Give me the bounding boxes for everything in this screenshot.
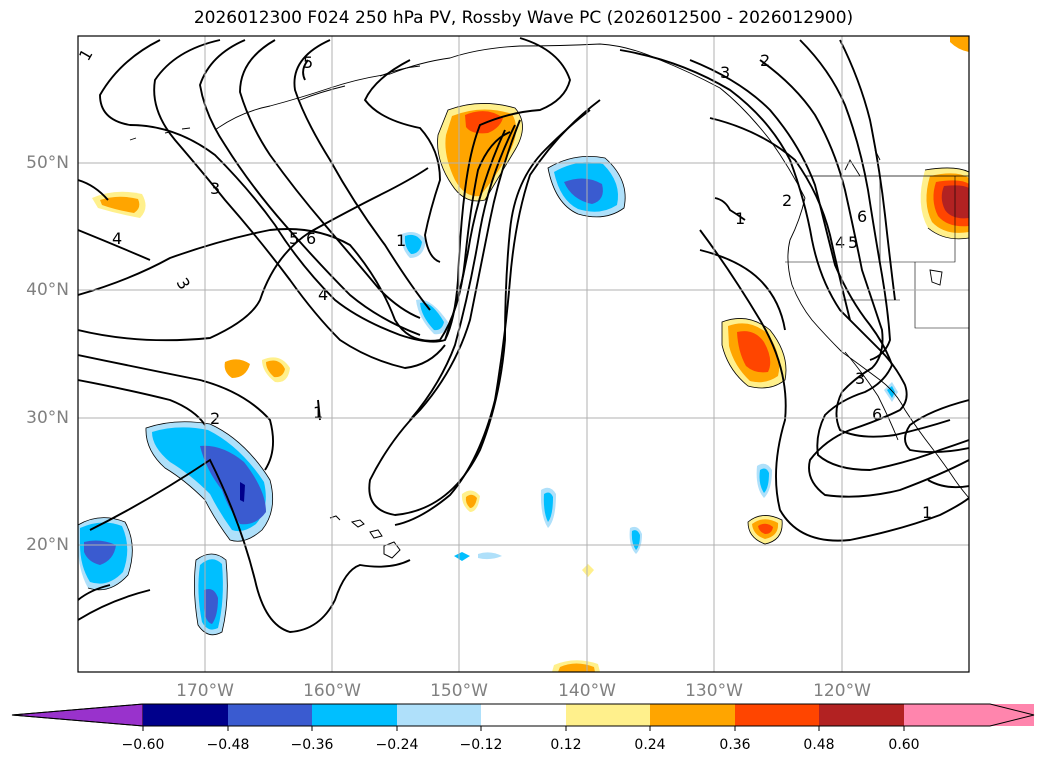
lat-label: 30°N — [26, 408, 69, 428]
north-america-coast — [787, 197, 969, 499]
colorbar-segment — [481, 704, 566, 726]
lat-label: 50°N — [26, 153, 69, 173]
contour-label: 6 — [857, 207, 867, 226]
colorbar-segment — [735, 704, 819, 726]
lon-label: 170°W — [176, 681, 234, 701]
contour-south — [699, 229, 969, 542]
colorbar-segment — [819, 704, 904, 726]
lat-label: 40°N — [26, 280, 69, 300]
lon-label: 160°W — [303, 681, 361, 701]
contour-label: 5 — [848, 233, 858, 252]
anomaly-outlines — [78, 103, 969, 636]
contour-label: 4 — [835, 233, 845, 252]
contour-label: 2 — [782, 191, 792, 210]
colorbar-tick-label: 0.12 — [550, 737, 582, 753]
colorbar-segment — [228, 704, 312, 726]
contour-label: 6 — [872, 405, 882, 424]
contour-label: 6 — [306, 229, 316, 248]
lat-label: 20°N — [26, 535, 69, 555]
colorbar-tick-label: −0.36 — [290, 737, 334, 753]
colorbar-tick-label: −0.48 — [206, 737, 250, 753]
colorbar-segment — [312, 704, 397, 726]
contour-ridge-coast — [619, 49, 969, 498]
colorbar-segment — [566, 704, 650, 726]
lon-label: 130°W — [685, 681, 743, 701]
colorbar — [11, 700, 1044, 731]
contour-label: 1 — [735, 209, 745, 228]
contour-label: 1 — [396, 231, 406, 250]
colorbar-segment — [650, 704, 735, 726]
contour-label: 4 — [112, 229, 122, 248]
pv-contours — [78, 37, 969, 633]
contour-label: 1 — [922, 503, 932, 522]
contour-label: 5 — [303, 53, 313, 72]
colorbar-segment — [143, 704, 228, 726]
contour-label: 2 — [760, 51, 770, 70]
lon-label: 120°W — [813, 681, 871, 701]
coastlines — [129, 43, 969, 499]
alaska-coast — [214, 43, 806, 199]
map-frame — [77, 35, 970, 673]
contour-trough-central — [368, 109, 591, 516]
contour-label: 5 — [289, 229, 299, 248]
colorbar-tick-label: 0.60 — [888, 737, 920, 753]
colorbar-tick-label: 0.24 — [634, 737, 666, 753]
contour-trough-west — [89, 458, 411, 633]
colorbar-extend-min — [11, 703, 144, 727]
lon-label: 150°W — [430, 681, 488, 701]
colorbar-tick-label: 0.48 — [803, 737, 835, 753]
contour-label: 4 — [318, 285, 328, 304]
contour-label: 3 — [720, 63, 730, 82]
map-title: 2026012300 F024 250 hPa PV, Rossby Wave … — [193, 8, 854, 28]
colorbar-tick-label: −0.60 — [121, 737, 165, 753]
colorbar-tick-label: −0.12 — [459, 737, 503, 753]
lon-label: 140°W — [558, 681, 616, 701]
colorbar-tick-label: 0.36 — [719, 737, 751, 753]
graticule — [78, 36, 969, 672]
contour-label: 1 — [313, 403, 323, 422]
map-area: 1 5 3 4 3 5 6 4 2 1 1 3 2 1 2 6 4 5 3 6 … — [78, 36, 969, 672]
colorbar-segment — [397, 704, 481, 726]
contour-label: 3 — [210, 179, 220, 198]
colorbar-tick-label: −0.24 — [375, 737, 419, 753]
contour-label: 3 — [855, 369, 865, 388]
